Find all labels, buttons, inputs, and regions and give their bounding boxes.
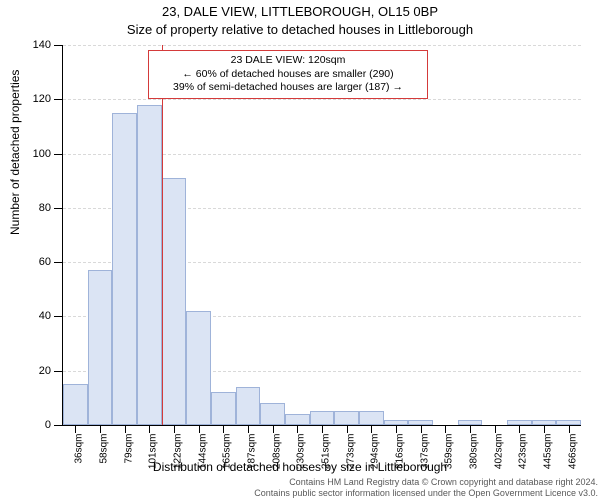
x-tick <box>495 425 496 433</box>
y-tick <box>54 45 62 46</box>
y-tick-label: 40 <box>23 310 51 322</box>
x-tick <box>199 425 200 433</box>
x-tick <box>149 425 150 433</box>
chart-container: 23, DALE VIEW, LITTLEBOROUGH, OL15 0BP S… <box>0 0 600 500</box>
x-tick <box>174 425 175 433</box>
x-axis-label: Distribution of detached houses by size … <box>0 460 600 474</box>
y-tick <box>54 262 62 263</box>
x-tick <box>273 425 274 433</box>
footer-attribution: Contains HM Land Registry data © Crown c… <box>0 477 598 498</box>
y-tick <box>54 425 62 426</box>
x-tick <box>75 425 76 433</box>
x-tick-label: 36sqm <box>74 434 85 464</box>
x-tick <box>371 425 372 433</box>
x-tick <box>569 425 570 433</box>
x-tick <box>396 425 397 433</box>
y-tick <box>54 316 62 317</box>
footer-line-2: Contains public sector information licen… <box>254 488 598 498</box>
y-tick-label: 100 <box>23 148 51 160</box>
histogram-bar <box>285 414 310 425</box>
y-tick-label: 0 <box>23 419 51 431</box>
property-marker-line <box>162 45 163 425</box>
y-axis-label: Number of detached properties <box>8 70 22 235</box>
callout-box: 23 DALE VIEW: 120sqm← 60% of detached ho… <box>148 50 428 99</box>
x-tick <box>322 425 323 433</box>
x-tick <box>445 425 446 433</box>
gridline <box>63 45 581 46</box>
callout-line-3: 39% of semi-detached houses are larger (… <box>155 81 421 95</box>
histogram-bar <box>63 384 88 425</box>
x-tick <box>297 425 298 433</box>
histogram-bar <box>334 411 359 425</box>
x-tick <box>100 425 101 433</box>
histogram-bar <box>260 403 285 425</box>
y-tick <box>54 208 62 209</box>
callout-line-2: ← 60% of detached houses are smaller (29… <box>155 68 421 82</box>
x-tick <box>223 425 224 433</box>
title-line-2: Size of property relative to detached ho… <box>0 22 600 37</box>
y-tick-label: 140 <box>23 39 51 51</box>
histogram-bar <box>137 105 162 425</box>
y-tick-label: 60 <box>23 256 51 268</box>
footer-line-1: Contains HM Land Registry data © Crown c… <box>289 477 598 487</box>
y-tick <box>54 154 62 155</box>
histogram-bar <box>186 311 211 425</box>
x-tick <box>470 425 471 433</box>
y-tick <box>54 371 62 372</box>
gridline <box>63 99 581 100</box>
histogram-bar <box>211 392 236 425</box>
histogram-bar <box>359 411 384 425</box>
callout-line-1: 23 DALE VIEW: 120sqm <box>155 54 421 68</box>
histogram-bar <box>112 113 137 425</box>
histogram-bar <box>88 270 113 425</box>
x-tick <box>125 425 126 433</box>
x-tick <box>519 425 520 433</box>
histogram-bar <box>310 411 335 425</box>
x-tick <box>248 425 249 433</box>
histogram-bar <box>236 387 261 425</box>
plot-area: 02040608010012014036sqm58sqm79sqm101sqm1… <box>62 45 581 426</box>
y-tick-label: 20 <box>23 365 51 377</box>
x-tick <box>347 425 348 433</box>
x-tick-label: 79sqm <box>123 434 134 464</box>
x-tick <box>421 425 422 433</box>
title-line-1: 23, DALE VIEW, LITTLEBOROUGH, OL15 0BP <box>0 4 600 19</box>
x-tick-label: 58sqm <box>99 434 110 464</box>
y-tick-label: 80 <box>23 202 51 214</box>
y-tick-label: 120 <box>23 93 51 105</box>
histogram-bar <box>162 178 187 425</box>
x-tick <box>544 425 545 433</box>
y-tick <box>54 99 62 100</box>
